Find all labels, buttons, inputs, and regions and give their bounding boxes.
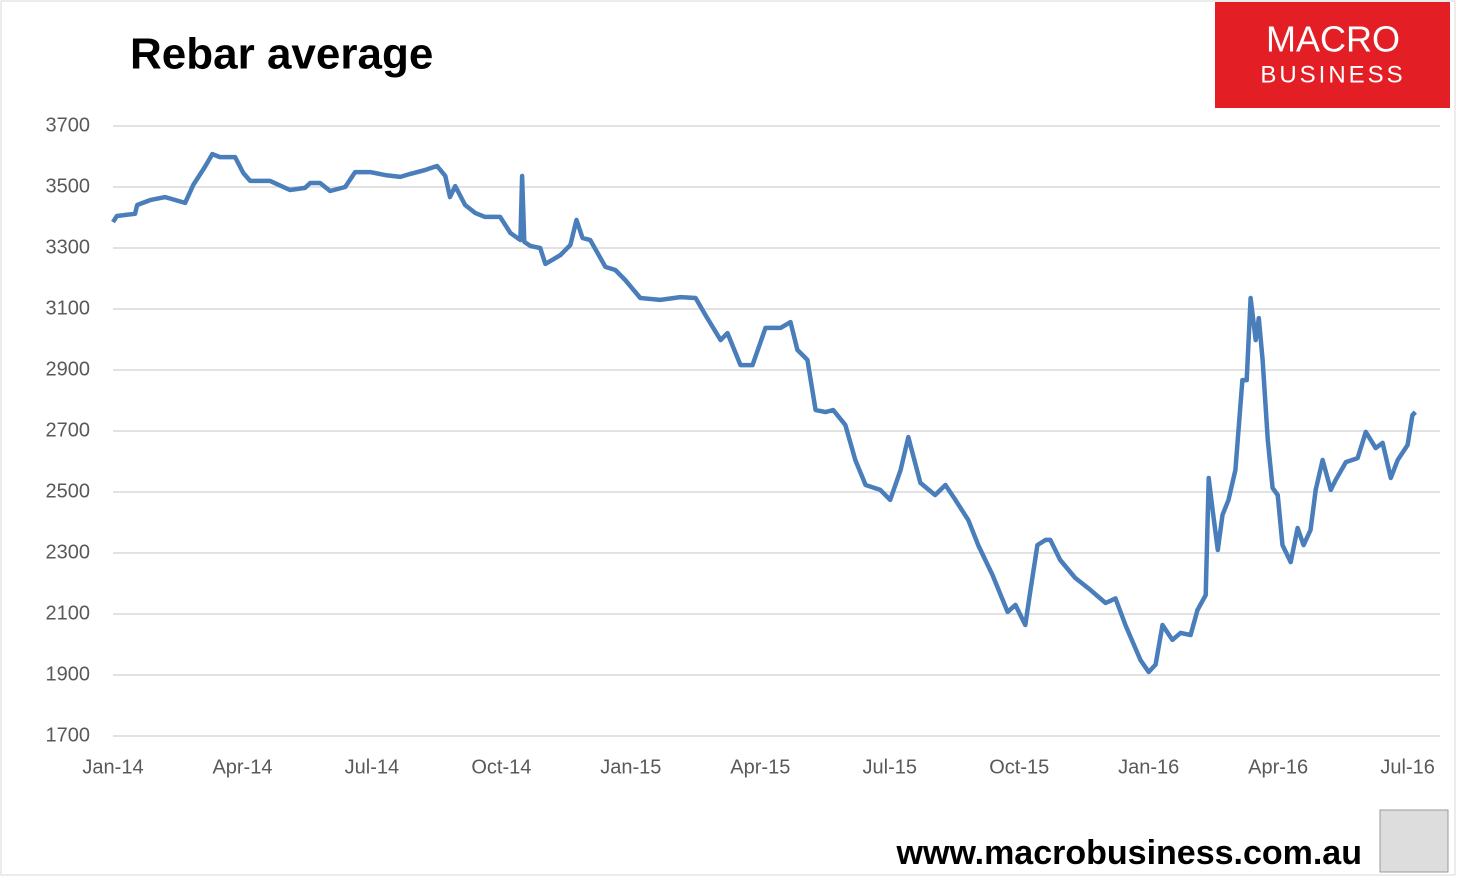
x-tick-label: Jan-16 [1118, 756, 1179, 778]
y-tick-label: 3100 [46, 297, 91, 319]
logo: MACRO BUSINESS [1215, 2, 1450, 108]
logo-text: MACRO [1266, 19, 1400, 60]
x-tick-label: Apr-16 [1248, 756, 1308, 778]
x-tick-label: Jan-15 [600, 756, 661, 778]
series-line [111, 151, 1417, 675]
footer-url: www.macrobusiness.com.au [896, 834, 1362, 872]
y-tick-label: 2500 [46, 480, 91, 502]
y-tick-label: 2700 [46, 419, 91, 441]
logo-text: BUSINESS [1260, 61, 1405, 88]
y-tick-label: 1900 [46, 663, 91, 685]
x-tick-label: Oct-14 [471, 756, 531, 778]
x-tick-label: Jul-15 [863, 756, 917, 778]
x-tick-label: Jan-14 [82, 756, 143, 778]
y-tick-label: 3500 [46, 175, 91, 197]
y-tick-label: 3700 [46, 114, 91, 136]
y-tick-label: 2300 [46, 541, 91, 563]
fox-icon [1379, 809, 1449, 873]
x-tick-label: Oct-15 [989, 756, 1049, 778]
x-tick-label: Apr-14 [212, 756, 272, 778]
y-tick-label: 3300 [46, 236, 91, 258]
y-tick-label: 2100 [46, 602, 91, 624]
y-tick-label: 1700 [46, 724, 91, 746]
x-tick-label: Apr-15 [730, 756, 790, 778]
x-tick-label: Jul-14 [345, 756, 399, 778]
logo-bg [1215, 2, 1450, 108]
x-tick-label: Jul-16 [1380, 756, 1434, 778]
y-tick-label: 2900 [46, 358, 91, 380]
chart-title: Rebar average [130, 30, 433, 79]
